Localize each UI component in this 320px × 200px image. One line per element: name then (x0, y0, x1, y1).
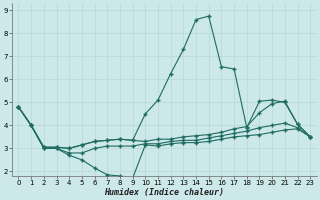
X-axis label: Humidex (Indice chaleur): Humidex (Indice chaleur) (104, 188, 224, 197)
